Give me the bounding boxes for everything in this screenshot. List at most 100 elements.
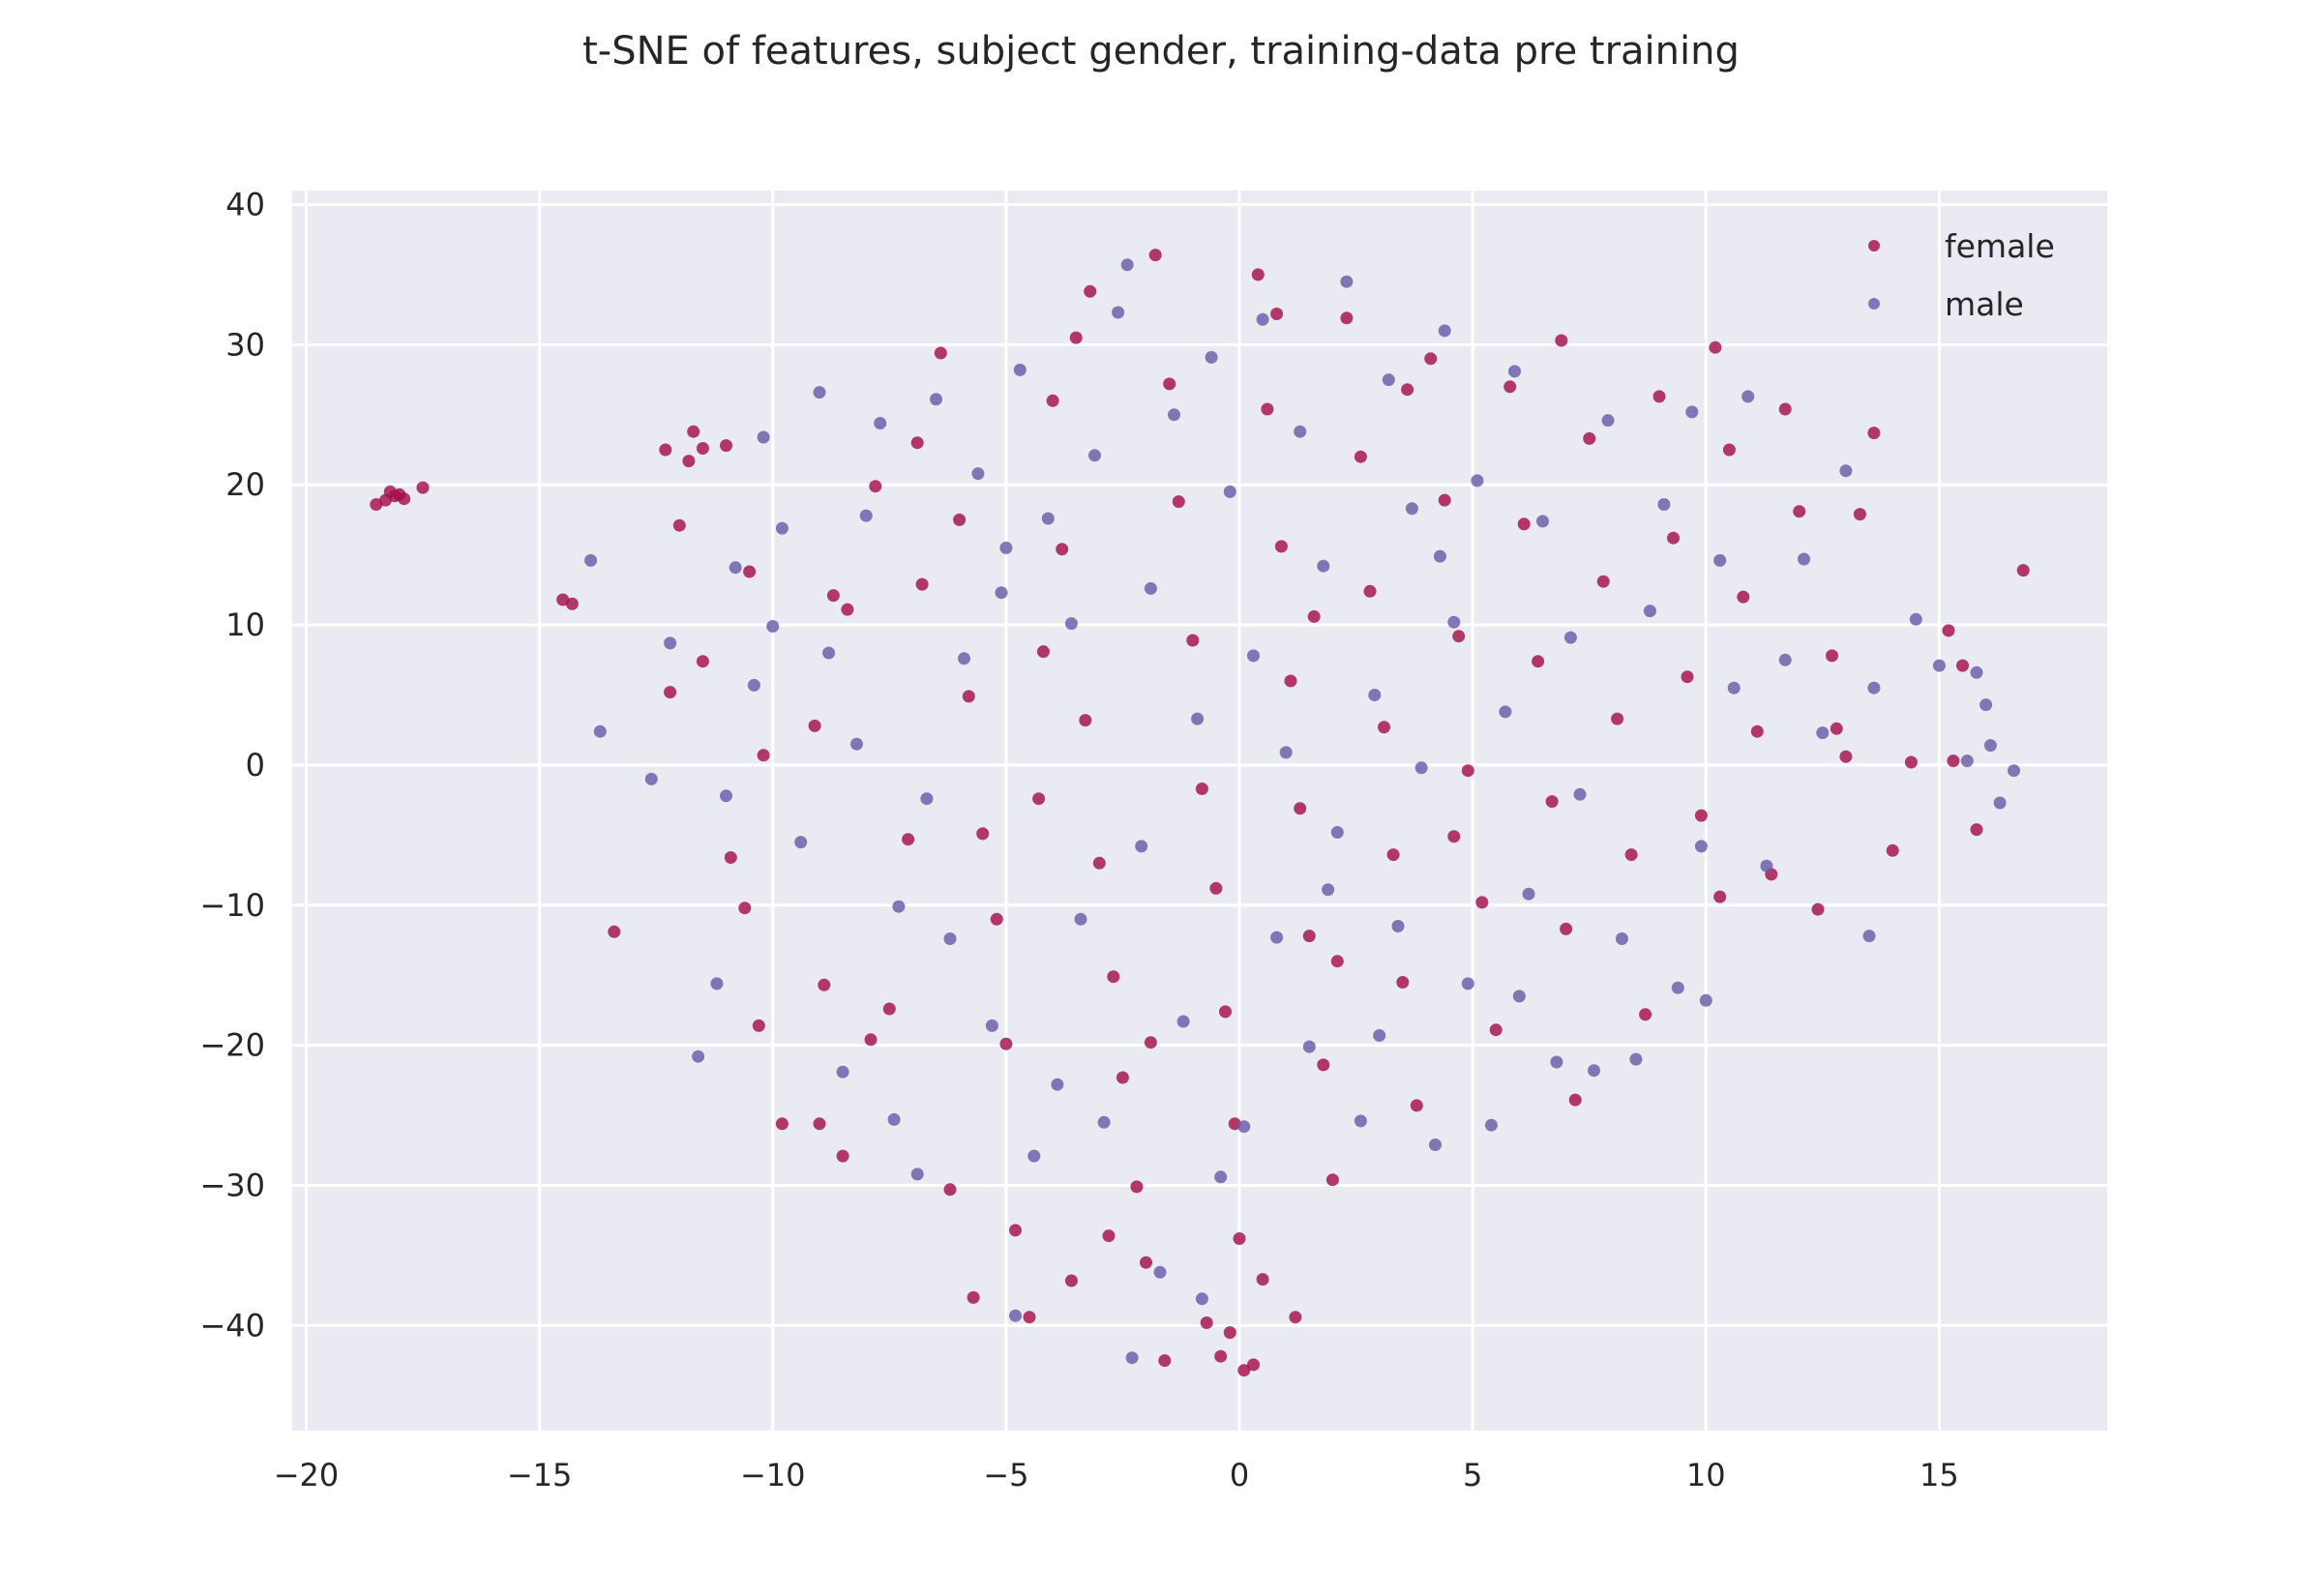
data-point-male xyxy=(729,561,742,575)
data-point-female xyxy=(1452,630,1466,643)
data-point-female xyxy=(672,518,686,532)
data-point-female xyxy=(1032,792,1046,806)
data-point-male xyxy=(859,509,873,522)
data-point-male xyxy=(999,541,1013,554)
data-point-female xyxy=(1583,431,1596,445)
data-point-male xyxy=(1960,754,1974,768)
data-point-female xyxy=(1289,1311,1302,1324)
data-point-male xyxy=(1247,649,1260,663)
data-point-female xyxy=(1302,930,1316,943)
data-point-male xyxy=(1550,1055,1563,1069)
data-point-male xyxy=(1657,498,1671,511)
data-point-male xyxy=(757,430,770,444)
data-point-female xyxy=(720,439,732,453)
data-point-male xyxy=(822,646,836,660)
data-point-male xyxy=(1983,739,1997,753)
data-point-female xyxy=(1624,848,1638,862)
data-point-female xyxy=(1568,1093,1582,1107)
data-point-male xyxy=(664,636,677,650)
data-point-male xyxy=(1563,631,1577,644)
data-point-female xyxy=(915,577,929,591)
data-point-male xyxy=(1302,1040,1316,1053)
y-tick-label: −40 xyxy=(199,1307,265,1344)
data-point-female xyxy=(1811,902,1825,916)
data-point-male xyxy=(836,1065,849,1079)
data-point-male xyxy=(1671,981,1684,994)
data-point-female xyxy=(556,593,570,606)
data-point-male xyxy=(1742,390,1755,403)
data-point-male xyxy=(1414,761,1428,775)
data-point-male xyxy=(1112,306,1125,319)
data-point-male xyxy=(1798,552,1810,566)
data-point-male xyxy=(1778,653,1792,666)
data-point-male xyxy=(1867,681,1881,695)
data-point-female xyxy=(1596,575,1610,588)
y-tick-label: 20 xyxy=(225,466,265,503)
data-point-male xyxy=(1512,990,1526,1003)
data-point-male xyxy=(1191,712,1205,725)
data-point-female xyxy=(1639,1008,1652,1021)
x-tick-label: 5 xyxy=(1463,1457,1482,1493)
data-point-male xyxy=(766,620,780,633)
data-point-female xyxy=(1307,609,1321,623)
data-point-male xyxy=(1237,1120,1251,1134)
data-point-female xyxy=(752,1019,765,1032)
x-tick-label: 15 xyxy=(1920,1457,1959,1493)
data-point-female xyxy=(869,480,882,493)
data-point-female xyxy=(1340,311,1354,325)
data-point-male xyxy=(1993,796,2007,810)
data-point-female xyxy=(1942,624,1955,637)
data-point-male xyxy=(1135,840,1148,853)
data-point-female xyxy=(416,481,430,494)
data-point-female xyxy=(1172,495,1185,509)
data-point-female xyxy=(1214,1349,1228,1363)
data-point-female xyxy=(1447,830,1461,843)
data-point-female xyxy=(1750,724,1764,738)
data-point-female xyxy=(1560,922,1573,935)
chart-title: t-SNE of features, subject gender, train… xyxy=(582,29,1740,74)
data-point-female xyxy=(1102,1229,1116,1243)
data-point-female xyxy=(826,589,840,603)
data-point-female xyxy=(813,1117,826,1131)
data-point-male xyxy=(892,900,906,913)
data-point-male xyxy=(1713,553,1727,567)
data-point-male xyxy=(1153,1265,1167,1279)
data-point-male xyxy=(1205,350,1218,364)
data-point-female xyxy=(664,686,677,699)
y-tick-label: −30 xyxy=(199,1167,265,1203)
data-point-female xyxy=(565,597,579,610)
data-point-male xyxy=(1629,1052,1643,1066)
data-point-male xyxy=(1294,425,1307,438)
data-point-female xyxy=(2016,564,2030,577)
data-point-female xyxy=(1148,249,1162,262)
x-tick-label: 10 xyxy=(1686,1457,1726,1493)
data-point-female xyxy=(1064,1274,1078,1287)
data-point-female xyxy=(393,488,406,501)
series-female xyxy=(370,249,2030,1377)
y-tick-label: −10 xyxy=(199,887,265,924)
data-point-male xyxy=(1195,1292,1208,1306)
data-point-male xyxy=(971,467,985,481)
data-point-male xyxy=(710,977,724,990)
data-point-female xyxy=(1401,383,1414,397)
x-tick-label: −20 xyxy=(274,1457,340,1493)
data-point-male xyxy=(1980,698,1993,712)
data-point-female xyxy=(1163,377,1176,391)
data-point-male xyxy=(910,1167,924,1181)
data-point-male xyxy=(593,724,607,738)
data-point-female xyxy=(1036,645,1050,659)
gridlines xyxy=(292,191,2107,1431)
data-point-female xyxy=(864,1033,878,1047)
data-point-male xyxy=(775,521,789,535)
data-point-female xyxy=(1107,970,1120,984)
data-point-female xyxy=(1709,340,1722,354)
data-point-female xyxy=(1317,1058,1330,1072)
data-point-female xyxy=(1694,809,1708,822)
data-point-female xyxy=(1009,1224,1022,1237)
data-point-male xyxy=(1279,746,1293,759)
data-point-male xyxy=(874,417,887,429)
legend-marker-male xyxy=(1868,298,1880,310)
data-point-male xyxy=(1097,1115,1111,1129)
data-point-male xyxy=(1694,840,1708,853)
